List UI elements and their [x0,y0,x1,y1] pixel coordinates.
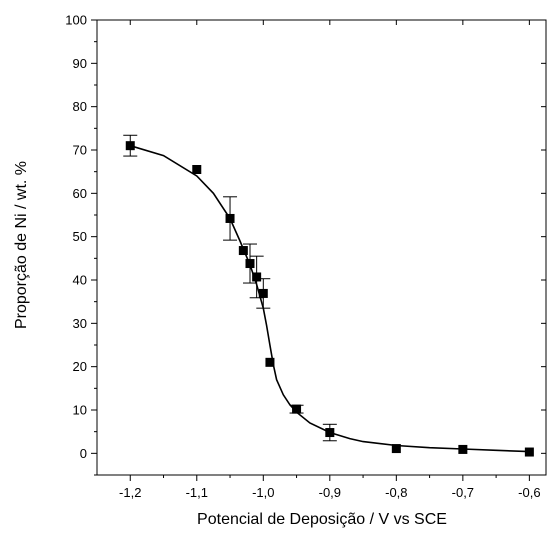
data-point [265,357,275,367]
data-point [292,404,302,414]
y-tick-label: 30 [73,316,87,331]
x-tick-label: -0,7 [452,485,474,500]
x-axis-title: Potencial de Deposição / V vs SCE [197,511,447,528]
x-tick-label: -0,8 [385,485,407,500]
plot-border [96,19,547,476]
y-tick-label: 60 [73,186,87,201]
data-point [225,213,235,223]
x-tick-label: -0,6 [518,485,540,500]
plot-area [96,19,547,476]
y-tick-label: 100 [65,13,87,28]
data-point [125,141,135,151]
y-tick-label: 10 [73,403,87,418]
data-point [192,165,202,174]
x-tick-label: -1,1 [186,485,208,500]
x-tick-label: -0,9 [319,485,341,500]
x-tick-label: -1,0 [252,485,274,500]
fit-curve-layer [130,144,530,453]
y-tick-label: 70 [73,143,87,158]
y-tick-label: 20 [73,359,87,374]
y-tick-label: 80 [73,99,87,114]
y-axis-title: Proporção de Ni / wt. % [13,161,30,329]
data-point [458,444,468,454]
fit-curve [130,144,530,453]
data-point [325,428,335,438]
x-tick-label: -1,2 [119,485,141,500]
y-tick-label: 40 [73,273,87,288]
data-point [524,447,534,457]
y-tick-label: 0 [80,446,87,461]
y-tick-label: 50 [73,229,87,244]
data-point [245,259,255,269]
x-axis: -1,2 -1,1 -1,0 -0,9 -0,8 -0,7 -0,6 [119,20,541,500]
data-point [391,444,401,454]
data-point [238,246,248,256]
y-tick-label: 90 [73,56,87,71]
error-bars-layer [123,134,337,442]
data-points-layer [125,141,534,457]
data-point [252,272,262,282]
y-axis: 0 10 20 30 40 50 60 70 80 90 100 [65,13,546,476]
data-point [258,288,268,298]
